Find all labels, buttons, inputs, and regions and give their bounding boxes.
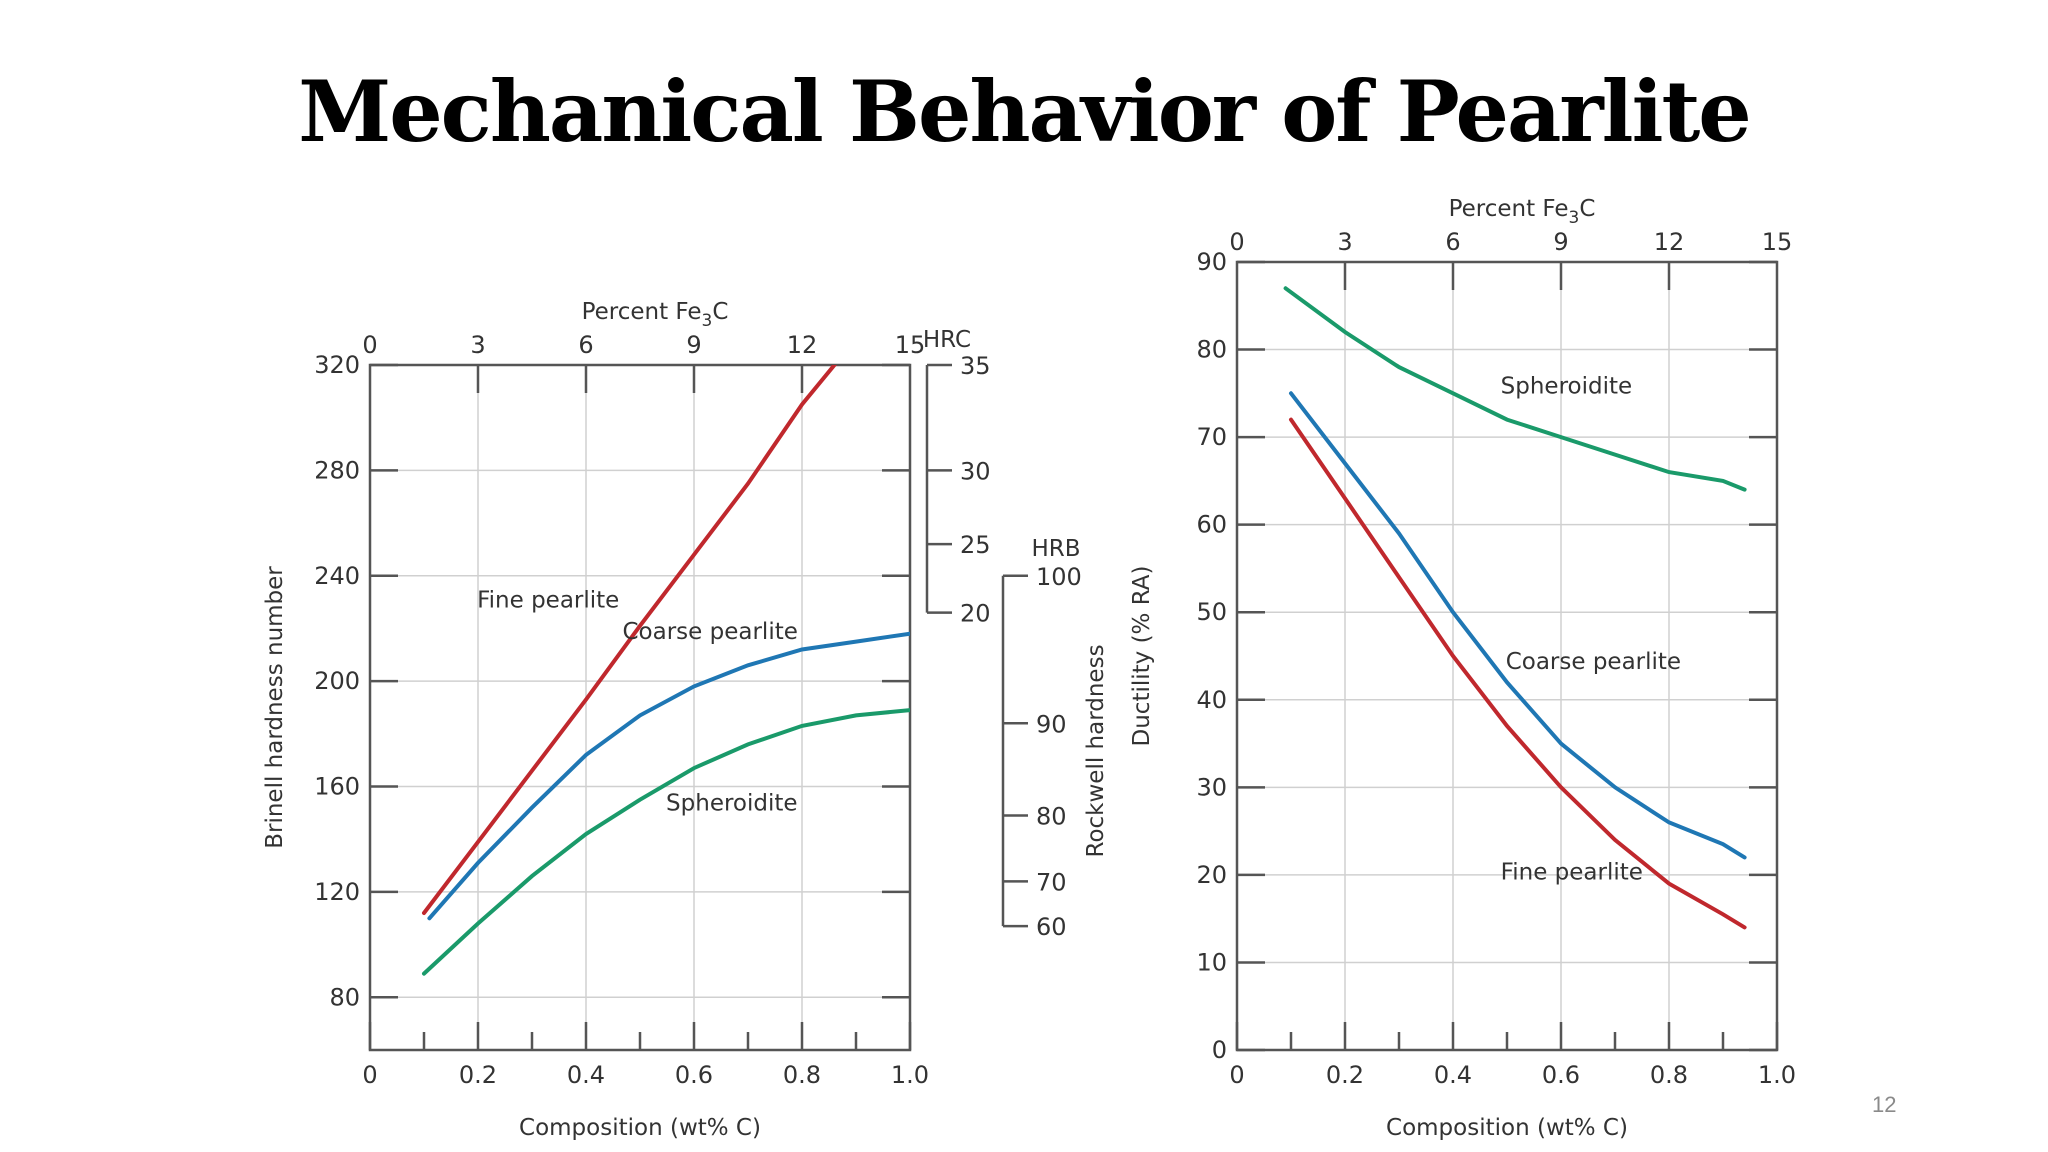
y-tick-label: 240: [314, 562, 360, 590]
hrb-tick-label: 70: [1036, 868, 1067, 896]
x-tick-label: 0.4: [1434, 1061, 1472, 1089]
x2-tick-label: 6: [578, 331, 593, 359]
x-axis-label: Composition (wt% C): [1386, 1115, 1628, 1141]
rockwell-axis-label: Rockwell hardness: [1083, 644, 1109, 857]
hrc-label: HRC: [923, 327, 971, 353]
y-tick-label: 280: [314, 456, 360, 484]
x-tick-label: 1.0: [891, 1061, 929, 1089]
y-tick-label: 70: [1196, 423, 1227, 451]
x-tick-label: 0.6: [1542, 1061, 1580, 1089]
x-axis-label: Composition (wt% C): [519, 1115, 761, 1141]
hrc-tick-label: 20: [960, 600, 991, 628]
x2-axis-label: Percent Fe3C: [1449, 196, 1596, 228]
y-axis-label: Brinell hardness number: [262, 566, 288, 849]
x2-tick-label: 3: [470, 331, 485, 359]
x2-tick-label: 9: [686, 331, 701, 359]
chart-1: 0 0.2 0.4 0.6 0.8 1.0 Composition (wt% C) 0 3 6 9 1…: [262, 299, 1109, 1141]
y-tick-label: 20: [1196, 861, 1227, 889]
hrb-tick-label: 60: [1036, 913, 1067, 941]
y-tick-label: 200: [314, 667, 360, 695]
slide-title: Mechanical Behavior of Pearlite: [298, 62, 1751, 161]
y-tick-label: 0: [1212, 1036, 1227, 1064]
x-tick-label: 0: [1229, 1061, 1244, 1089]
y-tick-label: 60: [1196, 511, 1227, 539]
hrb-tick-label: 80: [1036, 803, 1067, 831]
x2-tick-label: 12: [787, 331, 818, 359]
series-label: Spheroidite: [1501, 373, 1633, 399]
series-line: [1289, 391, 1747, 860]
series-label: Coarse pearlite: [623, 619, 798, 645]
hrc-tick-label: 25: [960, 531, 991, 559]
y-tick-label: 40: [1196, 686, 1227, 714]
x-tick-label: 0.2: [1326, 1061, 1364, 1089]
y-tick-label: 80: [1196, 336, 1227, 364]
y-tick-label: 160: [314, 773, 360, 801]
x2-tick-label: 9: [1553, 228, 1568, 256]
hrb-tick-label: 90: [1036, 710, 1067, 738]
x2-tick-label: 12: [1654, 228, 1685, 256]
x-tick-label: 0.6: [675, 1061, 713, 1089]
hrc-tick-label: 35: [960, 352, 991, 380]
series-line: [422, 708, 910, 976]
hrb-label: HRB: [1031, 536, 1080, 562]
chart-2: 0 0.2 0.4 0.6 0.8 1.0 Composition (wt% C) 0 3 6 9 1…: [1129, 196, 1796, 1141]
x-tick-label: 1.0: [1758, 1061, 1796, 1089]
series-label: Spheroidite: [666, 790, 798, 816]
x-tick-label: 0.4: [567, 1061, 605, 1089]
y-tick-label: 10: [1196, 948, 1227, 976]
x-tick-label: 0.2: [459, 1061, 497, 1089]
x2-axis-label: Percent Fe3C: [582, 299, 729, 331]
x2-tick-label: 3: [1337, 228, 1352, 256]
y-tick-label: 50: [1196, 598, 1227, 626]
y-tick-label: 80: [329, 983, 360, 1011]
x2-tick-label: 15: [895, 331, 926, 359]
series-label: Fine pearlite: [1501, 859, 1643, 885]
hrb-tick-label: 100: [1036, 563, 1082, 591]
x2-tick-label: 15: [1762, 228, 1793, 256]
y-tick-label: 30: [1196, 773, 1227, 801]
x2-tick-label: 0: [1229, 228, 1244, 256]
hrc-tick-label: 30: [960, 457, 991, 485]
y-tick-label: 120: [314, 878, 360, 906]
series-label: Fine pearlite: [477, 587, 619, 613]
x-tick-label: 0.8: [1650, 1061, 1688, 1089]
x2-tick-label: 0: [362, 331, 377, 359]
series-label: Coarse pearlite: [1506, 649, 1681, 675]
y-axis-label: Ductility (% RA): [1129, 566, 1155, 747]
x-tick-label: 0: [362, 1061, 377, 1089]
series-line: [1283, 286, 1747, 492]
series-line: [1289, 417, 1747, 930]
x-tick-label: 0.8: [783, 1061, 821, 1089]
y-tick-label: 320: [314, 351, 360, 379]
y-tick-label: 90: [1196, 248, 1227, 276]
series-line: [422, 365, 838, 915]
page-number: 12: [1872, 1092, 1897, 1117]
x2-tick-label: 6: [1445, 228, 1460, 256]
series-line: [427, 631, 910, 921]
